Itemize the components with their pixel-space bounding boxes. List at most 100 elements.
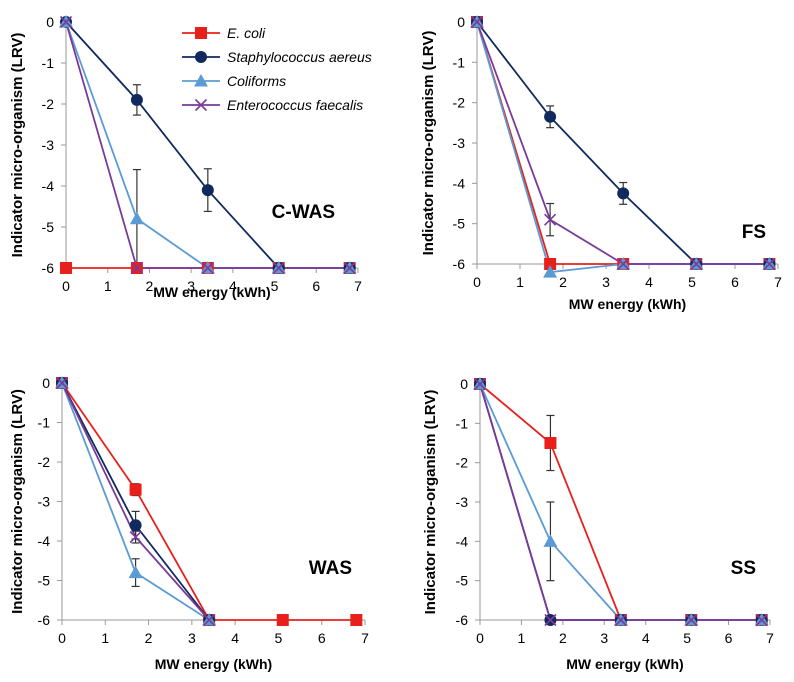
y-tick-label: -4 xyxy=(456,533,469,549)
y-tick-label: -1 xyxy=(42,55,55,71)
y-tick-label: -4 xyxy=(42,178,55,194)
panel-title: WAS xyxy=(309,558,352,579)
data-point-enterococcus xyxy=(617,257,630,271)
series-line-coliforms xyxy=(476,21,770,274)
x-tick-label: 7 xyxy=(361,630,369,646)
panel-title: SS xyxy=(731,558,756,579)
y-tick-label: 0 xyxy=(42,375,50,391)
data-point-staph xyxy=(544,110,557,123)
x-tick-label: 2 xyxy=(559,274,567,290)
data-point-enterococcus xyxy=(755,613,768,627)
x-tick-label: 1 xyxy=(518,630,526,646)
data-point-enterococcus xyxy=(272,261,285,275)
y-tick-label: -2 xyxy=(456,455,469,471)
series-line-ecoli xyxy=(61,382,357,621)
data-point-coliforms xyxy=(129,211,144,225)
legend-marker-enterococcus xyxy=(194,98,208,112)
data-point-staph xyxy=(129,519,142,532)
data-point-enterococcus xyxy=(130,261,143,275)
y-tick-label: 0 xyxy=(457,14,465,30)
y-axis-label: Indicator micro-organism (LRV) xyxy=(9,33,26,258)
data-point-enterococcus xyxy=(203,613,216,627)
data-point-coliforms xyxy=(543,265,558,278)
data-point-enterococcus xyxy=(614,613,627,627)
data-point-ecoli xyxy=(276,614,289,626)
y-tick-label: -2 xyxy=(38,454,51,470)
data-point-enterococcus xyxy=(59,15,73,29)
data-point-staph xyxy=(130,93,143,106)
x-tick-label: 6 xyxy=(312,278,320,294)
data-point-enterococcus xyxy=(55,376,69,390)
data-point-coliforms xyxy=(128,565,143,579)
data-point-enterococcus xyxy=(343,261,356,275)
data-point-enterococcus xyxy=(685,613,698,627)
y-tick-label: -5 xyxy=(38,573,51,589)
legend-marker-coliforms xyxy=(194,74,208,87)
x-tick-label: 1 xyxy=(516,274,524,290)
legend-item-coliforms: Coliforms xyxy=(182,73,286,89)
y-tick-label: -3 xyxy=(38,494,51,510)
y-tick-label: -2 xyxy=(453,95,466,111)
data-point-ecoli xyxy=(60,262,72,274)
data-point-enterococcus xyxy=(763,257,776,271)
y-tick-label: -6 xyxy=(42,260,55,276)
x-tick-label: 2 xyxy=(145,630,153,646)
x-tick-label: 4 xyxy=(231,630,239,646)
x-tick-label: 4 xyxy=(642,630,650,646)
x-tick-label: 2 xyxy=(559,630,567,646)
y-tick-label: -2 xyxy=(42,96,55,112)
series-line-ecoli xyxy=(479,383,762,621)
data-point-ecoli xyxy=(544,437,557,449)
x-tick-label: 6 xyxy=(725,630,733,646)
x-tick-label: 3 xyxy=(187,278,195,294)
series-line-enterococcus xyxy=(476,21,770,265)
y-tick-label: 0 xyxy=(460,376,468,392)
x-tick-label: 7 xyxy=(774,274,782,290)
x-tick-label: 1 xyxy=(101,630,109,646)
legend-label: Coliforms xyxy=(227,73,286,89)
panel-title: C-WAS xyxy=(272,202,335,223)
data-point-enterococcus xyxy=(544,613,557,627)
chart-panel-4: 0 -1 -2 -3 -4 -5 -6 0 1 2 3 4 5 6 7 MW energy (kWh) Indi… xyxy=(422,376,774,672)
y-axis-label: Indicator micro-organism (LRV) xyxy=(9,389,26,614)
x-tick-label: 4 xyxy=(229,278,237,294)
y-tick-label: -6 xyxy=(453,256,466,272)
x-tick-label: 5 xyxy=(271,278,279,294)
x-tick-label: 0 xyxy=(62,278,70,294)
x-tick-label: 4 xyxy=(645,274,653,290)
x-tick-label: 5 xyxy=(275,630,283,646)
x-axis-label: MW energy (kWh) xyxy=(153,284,270,300)
x-tick-label: 3 xyxy=(602,274,610,290)
chart-panel-3: 0 -1 -2 -3 -4 -5 -6 0 1 2 3 4 5 6 7 MW energy (kWh) Indi… xyxy=(9,375,369,672)
panel-title: FS xyxy=(742,222,766,243)
y-tick-label: -4 xyxy=(453,175,466,191)
x-tick-label: 7 xyxy=(354,278,362,294)
x-axis-label: MW energy (kWh) xyxy=(566,656,683,672)
x-tick-label: 6 xyxy=(731,274,739,290)
y-tick-label: -5 xyxy=(453,216,466,232)
x-tick-label: 6 xyxy=(318,630,326,646)
y-tick-label: -1 xyxy=(453,54,466,70)
y-tick-label: -4 xyxy=(38,533,51,549)
x-axis-label: MW energy (kWh) xyxy=(569,296,686,312)
y-tick-label: -1 xyxy=(38,415,51,431)
chart-panel-2: 0 -1 -2 -3 -4 -5 -6 0 1 2 3 4 5 6 7 MW energy (kWh) Indi… xyxy=(420,14,782,312)
legend-marker-staph xyxy=(195,51,207,63)
data-point-staph xyxy=(201,184,214,197)
y-tick-label: -6 xyxy=(456,612,469,628)
y-tick-label: -5 xyxy=(42,219,55,235)
y-tick-label: -6 xyxy=(38,612,51,628)
x-tick-label: 0 xyxy=(473,274,481,290)
legend: E. coli Staphylococcus aereus Coliforms Ent… xyxy=(182,25,372,113)
legend-label: Staphylococcus aereus xyxy=(227,49,372,65)
x-tick-label: 0 xyxy=(476,630,484,646)
y-tick-label: -3 xyxy=(456,494,469,510)
y-axis-label: Indicator micro-organism (LRV) xyxy=(422,390,439,615)
data-point-enterococcus xyxy=(690,257,703,271)
data-point-enterococcus xyxy=(470,15,484,29)
y-tick-label: -3 xyxy=(453,135,466,151)
legend-item-enterococcus: Enterococcus faecalis xyxy=(182,97,363,113)
data-point-ecoli xyxy=(129,483,142,496)
data-point-enterococcus xyxy=(129,530,142,544)
x-tick-label: 7 xyxy=(766,630,774,646)
